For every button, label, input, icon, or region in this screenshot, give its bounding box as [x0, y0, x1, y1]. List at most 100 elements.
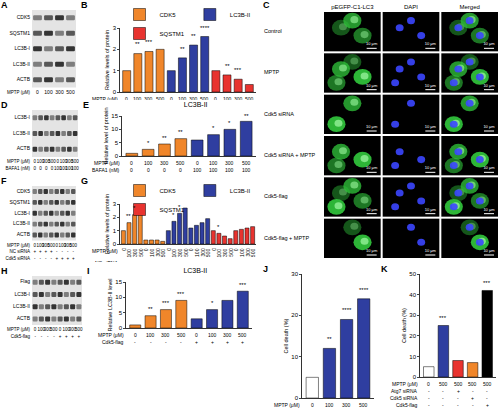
svg-text:Flag: Flag [20, 278, 30, 284]
svg-text:100: 100 [242, 167, 251, 173]
svg-text:ACTB: ACTB [17, 231, 31, 237]
svg-text:500: 500 [160, 249, 166, 258]
svg-text:10 μm: 10 μm [425, 248, 437, 253]
svg-text:0: 0 [214, 96, 217, 100]
svg-text:-: - [162, 260, 164, 262]
svg-text:0: 0 [211, 248, 217, 251]
svg-text:+: + [50, 249, 53, 254]
svg-text:0: 0 [170, 96, 173, 100]
svg-text:+: + [229, 260, 232, 262]
svg-text:500: 500 [454, 381, 463, 387]
svg-text:+: + [33, 249, 36, 254]
svg-text:10 μm: 10 μm [366, 165, 378, 170]
svg-text:100: 100 [178, 96, 187, 100]
svg-text:300: 300 [223, 332, 232, 338]
svg-text:2: 2 [113, 214, 117, 220]
svg-text:0: 0 [125, 96, 128, 100]
svg-text:+: + [211, 339, 214, 345]
svg-text:500: 500 [138, 248, 144, 257]
svg-text:0: 0 [427, 381, 430, 387]
svg-text:15: 15 [111, 113, 118, 119]
svg-text:500: 500 [242, 160, 251, 166]
svg-text:0: 0 [113, 241, 117, 247]
svg-text:-: - [195, 260, 197, 262]
svg-text:100: 100 [209, 167, 218, 173]
svg-text:100: 100 [71, 166, 79, 171]
svg-text:0: 0 [121, 248, 127, 251]
svg-text:-: - [201, 260, 203, 262]
svg-text:0: 0 [188, 248, 194, 251]
svg-text:MPTP (μM): MPTP (μM) [7, 327, 31, 332]
svg-text:****: **** [342, 307, 352, 313]
svg-text:**: ** [244, 113, 249, 119]
svg-text:-: - [457, 395, 459, 401]
svg-text:*: * [172, 212, 175, 218]
svg-text:0: 0 [233, 248, 239, 251]
svg-text:MPTP (μM): MPTP (μM) [98, 332, 124, 338]
svg-text:Cdk5-flag: Cdk5-flag [396, 402, 418, 408]
svg-text:10 μm: 10 μm [425, 124, 437, 129]
svg-text:0: 0 [130, 160, 133, 166]
svg-text:Cdk5-flag: Cdk5-flag [264, 193, 288, 199]
svg-text:-: - [240, 260, 242, 262]
svg-text:SQSTM1: SQSTM1 [160, 207, 185, 213]
svg-text:100: 100 [216, 249, 222, 258]
svg-text:0: 0 [113, 89, 117, 95]
svg-text:+: + [178, 260, 181, 262]
svg-text:300: 300 [189, 96, 198, 100]
svg-text:500: 500 [468, 381, 477, 387]
svg-text:NC siRNA: NC siRNA [9, 249, 30, 254]
svg-text:0: 0 [295, 395, 299, 401]
svg-text:100: 100 [149, 248, 155, 257]
svg-text:BAFA1 (nM): BAFA1 (nM) [92, 167, 120, 173]
svg-text:+: + [139, 260, 142, 262]
svg-text:500: 500 [48, 159, 56, 164]
svg-text:-: - [207, 260, 209, 262]
svg-text:500: 500 [50, 327, 58, 332]
svg-text:-: - [34, 256, 36, 261]
svg-text:Cdk5-flag: Cdk5-flag [11, 334, 31, 339]
svg-text:LC3B-I: LC3B-I [14, 114, 30, 120]
svg-text:100: 100 [133, 96, 142, 100]
svg-text:10 μm: 10 μm [425, 41, 437, 46]
svg-text:+: + [167, 260, 170, 262]
svg-text:500: 500 [200, 96, 209, 100]
svg-text:-: - [252, 260, 254, 262]
svg-text:LC3B-II: LC3B-II [230, 188, 251, 194]
svg-text:0: 0 [130, 167, 133, 173]
svg-text:MPTP (μM): MPTP (μM) [92, 248, 118, 254]
svg-text:-: - [180, 339, 182, 345]
svg-text:Cdk5-flag + MPTP: Cdk5-flag + MPTP [264, 235, 309, 241]
svg-text:-: - [486, 388, 488, 394]
svg-text:500: 500 [177, 332, 186, 338]
svg-text:MPTP (μM): MPTP (μM) [392, 381, 418, 387]
svg-text:LC3B-II: LC3B-II [183, 267, 207, 274]
svg-text:100: 100 [144, 160, 153, 166]
svg-text:100: 100 [194, 248, 200, 257]
svg-text:-: - [145, 260, 147, 262]
svg-text:+: + [66, 256, 69, 261]
svg-text:10 μm: 10 μm [483, 248, 495, 253]
svg-text:Cdk5 siRNA: Cdk5 siRNA [390, 395, 418, 401]
svg-text:10: 10 [409, 354, 416, 360]
svg-text:LC3B-I: LC3B-I [14, 210, 30, 216]
svg-text:100: 100 [223, 96, 232, 100]
svg-text:Cdk5 siRNA: Cdk5 siRNA [5, 256, 30, 261]
svg-text:300: 300 [55, 89, 64, 95]
svg-text:-: - [156, 260, 158, 262]
svg-text:300: 300 [177, 249, 183, 258]
svg-text:10 μm: 10 μm [483, 83, 495, 88]
svg-text:+: + [184, 260, 187, 262]
svg-text:+: + [122, 260, 125, 262]
svg-text:*: * [228, 120, 231, 126]
svg-text:Merged: Merged [459, 4, 479, 10]
svg-text:+: + [172, 260, 175, 262]
svg-text:0: 0 [36, 89, 39, 95]
svg-text:ACTB: ACTB [17, 315, 31, 321]
svg-text:2: 2 [113, 46, 117, 52]
svg-text:-: - [40, 256, 42, 261]
svg-text:***: *** [439, 315, 447, 321]
svg-text:300: 300 [155, 248, 161, 257]
svg-text:**: ** [225, 63, 230, 69]
svg-text:10: 10 [115, 294, 122, 300]
